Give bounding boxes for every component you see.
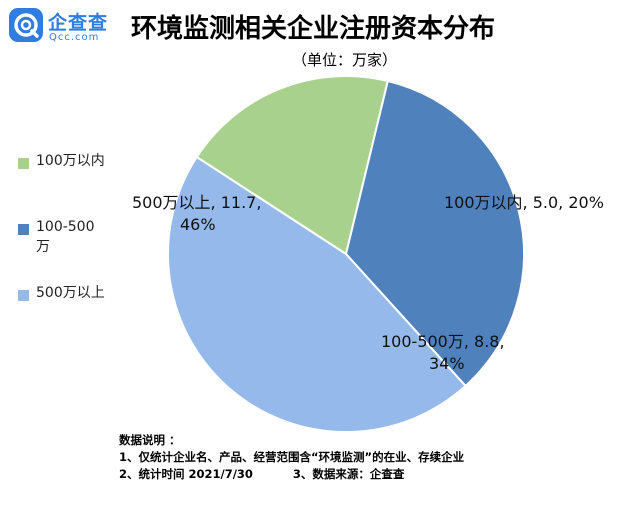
qcc-logo: 企查查 Qcc.com — [8, 6, 120, 48]
pie-slice-1 — [195, 75, 390, 256]
logo-subtitle: Qcc.com — [49, 32, 100, 43]
chart-subtitle: （单位：万家） — [292, 51, 398, 69]
pie-slice-3 — [167, 155, 467, 433]
note-line-2: 2、统计时间 2021/7/30 3、数据来源：企查查 — [119, 466, 464, 483]
logo-name: 企查查 — [48, 12, 109, 34]
legend-item-1: 100万以内 — [18, 151, 118, 191]
legend-item-2: 100-500万 — [18, 217, 118, 257]
note-line-1: 1、仅统计企业名、产品、经营范围含“环境监测”的在业、存续企业 — [119, 450, 465, 464]
note-stat-date: 2、统计时间 2021/7/30 — [119, 467, 253, 481]
qcc-logo-icon — [9, 8, 43, 42]
legend-label-3: 500万以上 — [36, 285, 105, 301]
slice-data-label-1: 100万以内, 5.0, 20% — [444, 193, 604, 212]
chart-title: 环境监测相关企业注册资本分布 — [131, 14, 496, 44]
legend-label-2: 100-500万 — [36, 219, 95, 255]
slice-data-label-2: 100-500万, 8.8, 34% — [381, 332, 505, 373]
legend-swatch-1 — [18, 158, 29, 169]
slice-data-label-3: 500万以上, 11.7, 46% — [132, 193, 261, 234]
note-source: 3、数据来源：企查查 — [292, 467, 405, 481]
notes-heading: 数据说明 ： — [119, 433, 181, 447]
legend-swatch-2 — [18, 224, 29, 235]
legend-label-1: 100万以内 — [36, 153, 105, 169]
legend-item-3: 500万以上 — [18, 283, 118, 323]
data-notes: 数据说明 ： 1、仅统计企业名、产品、经营范围含“环境监测”的在业、存续企业 2… — [119, 432, 464, 483]
pie-slice-2 — [344, 79, 525, 388]
legend-swatch-3 — [18, 290, 29, 301]
